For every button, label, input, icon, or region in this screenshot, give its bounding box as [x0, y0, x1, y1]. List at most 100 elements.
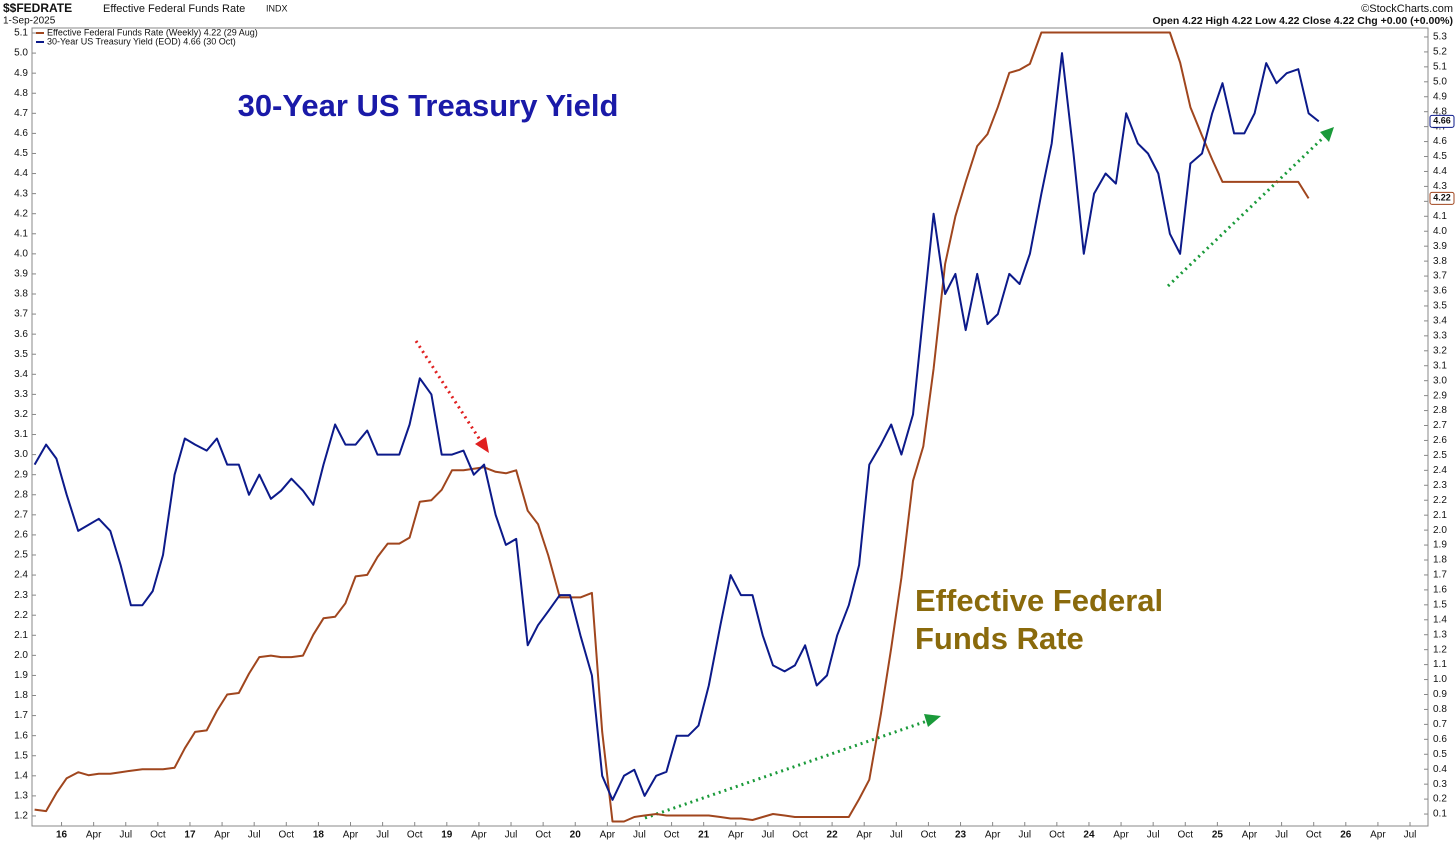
- y2-tick-label: 1.9: [1433, 540, 1447, 551]
- x-tick-label: Oct: [150, 830, 166, 841]
- y-tick-label: 2.3: [14, 590, 28, 601]
- y-tick-label: 4.1: [14, 228, 28, 239]
- y2-tick-label: 4.3: [1433, 181, 1447, 192]
- y-tick-label: 1.7: [14, 710, 28, 721]
- x-tick-label: 21: [698, 830, 710, 841]
- y-tick-label: 3.7: [14, 309, 28, 320]
- x-tick-label: Jul: [376, 830, 389, 841]
- series-line: [34, 31, 1310, 823]
- y-tick-label: 2.4: [14, 570, 28, 581]
- y-tick-label: 2.8: [14, 489, 28, 500]
- annotation: Effective Federal: [915, 583, 1163, 618]
- y2-tick-label: 3.4: [1433, 316, 1447, 327]
- y-tick-label: 1.2: [14, 811, 28, 822]
- y-tick-label: 5.1: [14, 28, 28, 39]
- y2-tick-label: 5.1: [1433, 61, 1447, 72]
- x-tick-label: 18: [313, 830, 325, 841]
- arrow-line: [1166, 133, 1328, 288]
- y2-tick-label: 4.9: [1433, 91, 1447, 102]
- y2-tick-label: 2.9: [1433, 390, 1447, 401]
- y2-tick-label: 2.5: [1433, 450, 1447, 461]
- x-tick-label: Oct: [279, 830, 295, 841]
- y-tick-label: 3.6: [14, 329, 28, 340]
- series-line: [33, 52, 1320, 801]
- y-tick-label: 4.3: [14, 188, 28, 199]
- y2-tick-label: 1.0: [1433, 674, 1447, 685]
- symbol: $$FEDRATE: [3, 1, 72, 15]
- x-tick-label: Apr: [343, 830, 359, 841]
- y-tick-label: 4.4: [14, 168, 28, 179]
- y2-tick-label: 1.5: [1433, 599, 1447, 610]
- y2-tick-label: 3.5: [1433, 301, 1447, 312]
- y2-tick-label: 2.3: [1433, 480, 1447, 491]
- y-tick-label: 2.5: [14, 550, 28, 561]
- x-tick-label: 17: [184, 830, 196, 841]
- y-tick-label: 3.9: [14, 269, 28, 280]
- y2-tick-label: 0.8: [1433, 704, 1447, 715]
- y-tick-label: 1.4: [14, 770, 28, 781]
- x-tick-label: 25: [1212, 830, 1224, 841]
- y2-tick-label: 4.4: [1433, 166, 1447, 177]
- y2-tick-label: 1.8: [1433, 555, 1447, 566]
- y2-tick-label: 3.2: [1433, 345, 1447, 356]
- y2-tick-label: 2.1: [1433, 510, 1447, 521]
- y-tick-label: 2.0: [14, 650, 28, 661]
- y2-tick-label: 2.0: [1433, 525, 1447, 536]
- y-tick-label: 2.7: [14, 509, 28, 520]
- x-tick-label: 24: [1083, 830, 1095, 841]
- y-tick-label: 3.5: [14, 349, 28, 360]
- y2-tick-label: 3.6: [1433, 286, 1447, 297]
- y-tick-label: 1.3: [14, 791, 28, 802]
- y2-tick-label: 5.0: [1433, 76, 1447, 87]
- exchange: INDX: [266, 3, 288, 13]
- arrow-line: [644, 718, 931, 820]
- x-tick-label: Oct: [407, 830, 423, 841]
- y2-tick-label: 4.0: [1433, 226, 1447, 237]
- last-value-box: [1429, 191, 1455, 205]
- y-tick-label: 3.1: [14, 429, 28, 440]
- y2-tick-label: 0.6: [1433, 734, 1447, 745]
- legend-label: 30-Year US Treasury Yield (EOD) 4.66 (30…: [47, 36, 236, 46]
- x-tick-label: Oct: [535, 830, 551, 841]
- y2-tick-label: 4.8: [1433, 106, 1447, 117]
- y-tick-label: 3.0: [14, 449, 28, 460]
- x-tick-label: Jul: [633, 830, 646, 841]
- x-tick-label: Oct: [664, 830, 680, 841]
- x-tick-label: Apr: [214, 830, 230, 841]
- y2-tick-label: 3.0: [1433, 375, 1447, 386]
- x-tick-label: Apr: [471, 830, 487, 841]
- x-tick-label: Apr: [985, 830, 1001, 841]
- y-tick-label: 1.8: [14, 690, 28, 701]
- y2-tick-label: 3.9: [1433, 241, 1447, 252]
- x-tick-label: 22: [827, 830, 839, 841]
- x-tick-label: Jul: [1404, 830, 1417, 841]
- y-tick-label: 3.8: [14, 289, 28, 300]
- y2-tick-label: 0.2: [1433, 794, 1447, 805]
- x-tick-label: 19: [441, 830, 453, 841]
- x-tick-label: Apr: [1242, 830, 1258, 841]
- last-value-box: [1429, 114, 1455, 128]
- y-tick-label: 1.6: [14, 730, 28, 741]
- y2-tick-label: 2.8: [1433, 405, 1447, 416]
- x-tick-label: 16: [56, 830, 68, 841]
- x-tick-label: Jul: [1018, 830, 1031, 841]
- y2-tick-label: 3.8: [1433, 256, 1447, 267]
- arrow-line: [414, 340, 484, 444]
- y2-tick-label: 3.7: [1433, 271, 1447, 282]
- y-tick-label: 3.2: [14, 409, 28, 420]
- copyright: ©StockCharts.com: [1361, 3, 1453, 15]
- arrow-head: [924, 714, 941, 727]
- y-tick-label: 1.5: [14, 750, 28, 761]
- x-tick-label: Apr: [856, 830, 872, 841]
- annotation: Funds Rate: [915, 621, 1084, 656]
- y2-tick-label: 0.5: [1433, 749, 1447, 760]
- y2-tick-label: 4.5: [1433, 151, 1447, 162]
- y-tick-label: 4.2: [14, 208, 28, 219]
- x-tick-label: 26: [1340, 830, 1352, 841]
- x-tick-label: Jul: [505, 830, 518, 841]
- y2-tick-label: 1.3: [1433, 629, 1447, 640]
- y-tick-label: 4.7: [14, 108, 28, 119]
- x-tick-label: Oct: [921, 830, 937, 841]
- y-tick-label: 2.6: [14, 530, 28, 541]
- arrow-head: [475, 437, 489, 453]
